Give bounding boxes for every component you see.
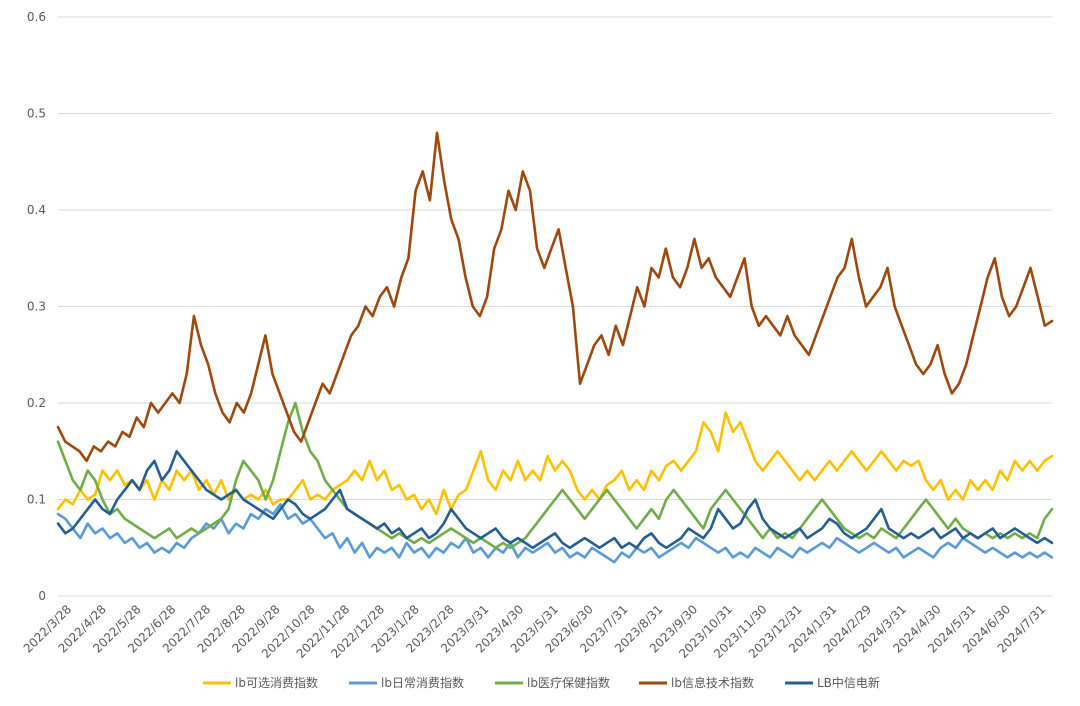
series-line-0	[56, 411, 1054, 516]
legend-label: lb信息技术指数	[671, 675, 754, 690]
y-axis-tick-labels: 0 0.1 0.2 0.3 0.4 0.5 0.6	[27, 10, 46, 603]
series-line-2	[56, 401, 1054, 550]
legend-label: lb医疗保健指数	[527, 675, 610, 690]
gridlines	[58, 16, 1052, 597]
legend-label: lb可选消费指数	[235, 675, 318, 690]
series-line-3	[56, 131, 1054, 463]
y-tick-label: 0	[38, 589, 46, 603]
y-tick-label: 0.1	[27, 493, 46, 507]
y-tick-label: 0.2	[27, 396, 46, 410]
series-line-1	[56, 502, 1054, 564]
series-lines	[56, 131, 1054, 564]
y-tick-label: 0.5	[27, 107, 46, 121]
y-tick-label: 0.6	[27, 10, 46, 24]
series-line-4	[56, 449, 1054, 550]
y-tick-label: 0.4	[27, 203, 46, 217]
y-tick-label: 0.3	[27, 300, 46, 314]
legend-label: LB中信电新	[817, 675, 880, 690]
legend: lb可选消费指数 lb日常消费指数 lb医疗保健指数 lb信息技术指数 LB中信电新	[203, 675, 880, 690]
x-axis-tick-labels: 2022/3/282022/4/282022/5/282022/6/282022…	[21, 602, 1048, 661]
legend-label: lb日常消费指数	[381, 675, 464, 690]
